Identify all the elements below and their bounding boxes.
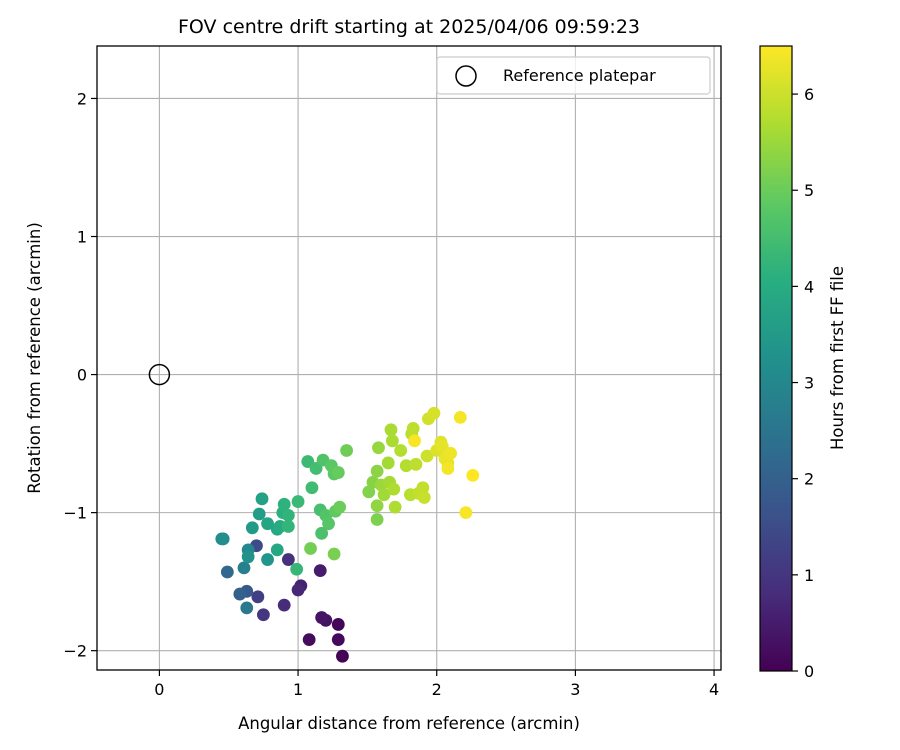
data-point-67	[394, 444, 408, 457]
colorbar-tick-label-3: 3	[804, 374, 814, 393]
data-point-75	[417, 491, 431, 504]
data-point-64	[385, 434, 399, 448]
data-point-36	[291, 495, 305, 508]
data-point-52	[327, 547, 341, 561]
data-point-16	[220, 565, 234, 579]
y-axis-label: Rotation from reference (arcmin)	[25, 222, 44, 494]
data-point-17	[240, 601, 254, 615]
data-point-27	[261, 517, 274, 531]
data-point-5	[315, 611, 329, 624]
data-points	[148, 363, 480, 663]
colorbar-tick-label-2: 2	[804, 470, 814, 489]
data-point-6	[313, 564, 327, 578]
data-point-49	[333, 500, 347, 514]
data-point-35	[290, 562, 304, 576]
colorbar-label: Hours from first FF file	[828, 266, 847, 450]
data-point-3	[302, 633, 316, 647]
data-point-0	[336, 649, 349, 663]
data-point-74	[416, 481, 430, 495]
data-point-48	[331, 466, 345, 479]
data-point-85	[453, 410, 467, 424]
y-tick-label-1: −1	[63, 504, 87, 523]
colorbar-tick-label-0: 0	[804, 662, 814, 681]
legend: Reference platepar	[436, 56, 711, 95]
x-tick-label-3: 3	[570, 680, 580, 699]
data-point-8	[291, 583, 305, 597]
data-point-21	[215, 532, 229, 546]
data-point-26	[255, 492, 269, 506]
data-point-88	[408, 434, 421, 448]
x-tick-label-1: 1	[293, 680, 303, 699]
data-point-1	[331, 618, 345, 631]
data-point-89	[441, 462, 455, 475]
data-point-68	[399, 459, 413, 473]
data-point-38	[305, 481, 319, 495]
legend-box	[436, 56, 711, 95]
data-point-44	[322, 517, 335, 531]
data-point-54	[362, 485, 376, 499]
data-point-71	[406, 422, 420, 435]
legend-marker	[455, 65, 477, 87]
y-tick-label-3: 1	[77, 228, 87, 247]
x-tick-label-2: 2	[432, 680, 442, 699]
data-point-66	[388, 500, 402, 514]
data-point-25	[252, 507, 266, 521]
data-point-32	[277, 497, 291, 511]
plot-frame	[96, 45, 722, 671]
data-point-58	[372, 441, 385, 455]
data-point-50	[340, 444, 353, 457]
data-point-28	[270, 543, 284, 557]
legend-label: Reference platepar	[503, 66, 656, 85]
colorbar-gradient	[759, 45, 793, 672]
data-point-34	[281, 520, 295, 533]
data-point-51	[304, 542, 317, 555]
data-point-23	[261, 553, 274, 566]
data-point-76	[420, 449, 434, 463]
colorbar-tick-label-5: 5	[804, 181, 814, 200]
x-tick-label-0: 0	[154, 680, 164, 699]
data-point-11	[257, 608, 270, 622]
data-point-63	[384, 423, 398, 437]
y-tick-label-4: 2	[77, 89, 87, 108]
reference-platepar-marker	[148, 363, 171, 386]
x-tick-label-4: 4	[709, 680, 719, 699]
colorbar: 0 1 2 3 4 5 6 Hours from first FF file	[759, 45, 847, 681]
data-point-53	[370, 513, 384, 526]
data-point-12	[251, 590, 265, 604]
data-point-24	[245, 521, 259, 535]
data-point-61	[381, 456, 395, 470]
colorbar-tick-label-6: 6	[804, 85, 814, 104]
data-point-72	[409, 457, 423, 471]
data-point-78	[427, 406, 441, 420]
data-point-86	[459, 506, 473, 520]
data-point-60	[377, 488, 391, 502]
data-point-10	[281, 553, 295, 566]
data-point-87	[466, 468, 480, 482]
colorbar-tick-label-4: 4	[804, 277, 814, 296]
grid	[97, 46, 721, 670]
data-point-15	[233, 587, 247, 601]
data-point-84	[444, 446, 457, 460]
x-axis-label: Angular distance from reference (arcmin)	[238, 714, 580, 733]
chart-title: FOV centre drift starting at 2025/04/06 …	[178, 16, 640, 38]
data-point-65	[387, 482, 401, 496]
data-point-18	[237, 561, 251, 575]
colorbar-tick-label-1: 1	[804, 566, 814, 585]
data-point-33	[281, 508, 295, 522]
data-point-9	[277, 598, 291, 612]
data-point-22	[241, 550, 255, 564]
colorbar-ticks: 0 1 2 3 4 5 6	[792, 85, 814, 681]
y-tick-label-0: −2	[63, 642, 87, 661]
data-point-41	[315, 526, 329, 540]
data-point-57	[370, 499, 384, 513]
y-axis-ticks: −2 −1 0 1 2	[63, 89, 97, 661]
x-axis-ticks: 0 1 2 3 4	[154, 670, 719, 699]
data-point-56	[370, 464, 384, 478]
y-tick-label-2: 0	[77, 366, 87, 385]
data-point-2	[331, 633, 345, 647]
